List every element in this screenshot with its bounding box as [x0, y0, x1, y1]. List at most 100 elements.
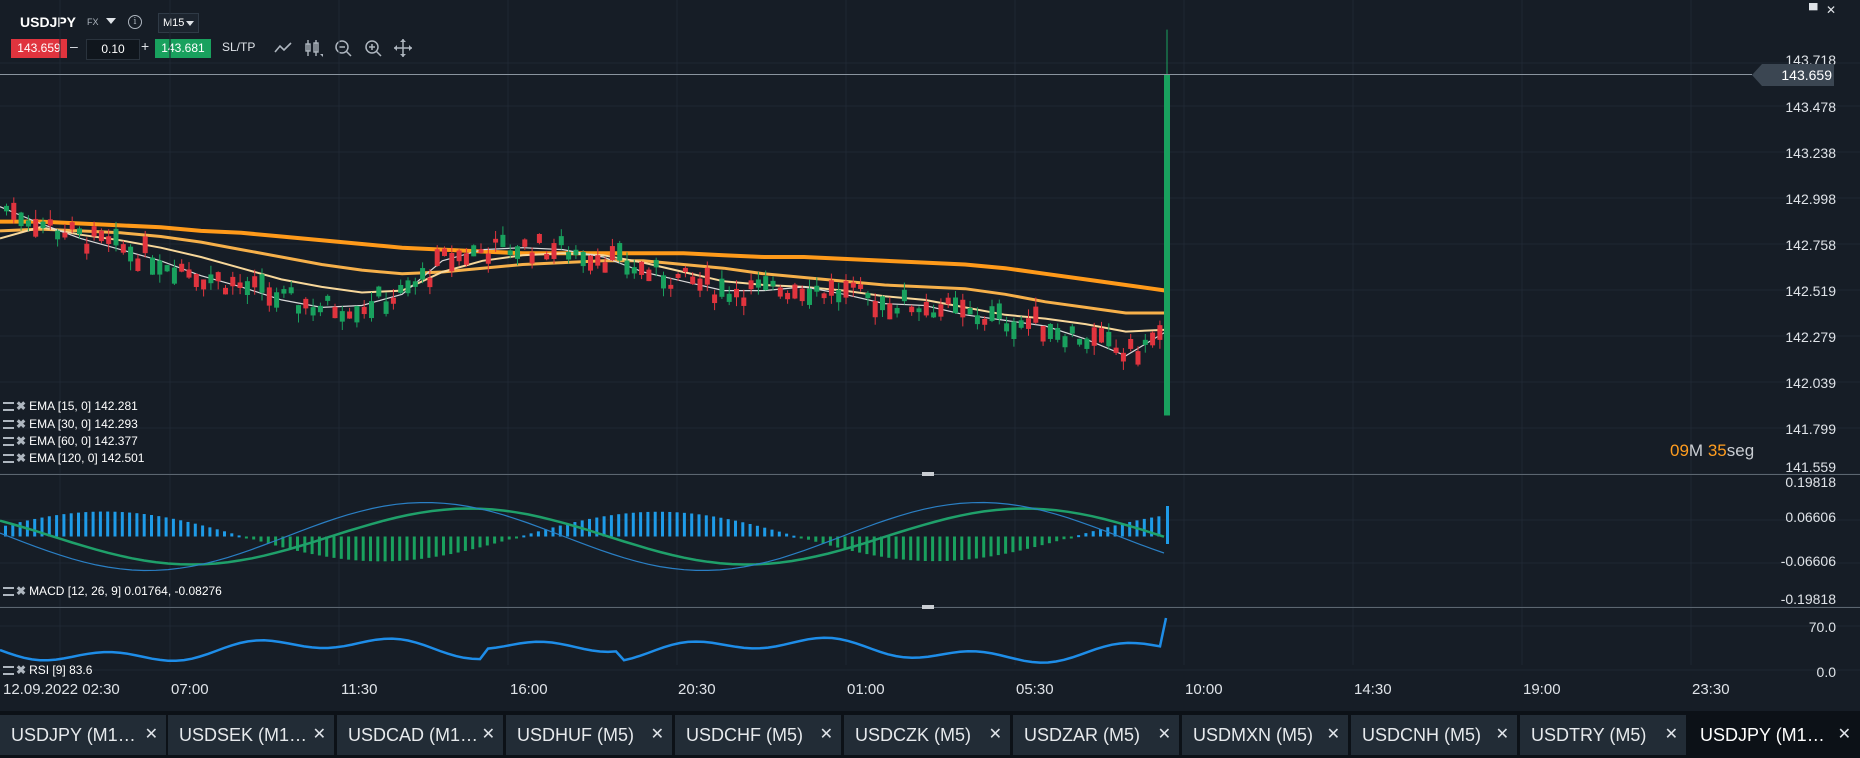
ema30-legend[interactable]: ✖ EMA [30, 0] 142.293 — [3, 417, 138, 431]
candle-body — [40, 221, 46, 229]
close-tab-icon[interactable]: ✕ — [1495, 726, 1509, 743]
tab-usdsek[interactable]: USDSEK (M1… ✕ — [168, 715, 335, 755]
candle-body — [960, 299, 966, 318]
tab-usdmxn[interactable]: USDMXN (M5) ✕ — [1182, 715, 1349, 755]
buy-button[interactable]: 143.681 — [155, 39, 211, 58]
macd-histogram-bar — [230, 533, 234, 537]
close-tab-icon[interactable]: ✕ — [312, 726, 326, 743]
close-tab-icon[interactable]: ✕ — [1664, 726, 1678, 743]
candle-body — [588, 255, 593, 271]
macd-histogram-bar — [609, 515, 613, 537]
lot-increase-button[interactable]: + — [141, 38, 150, 54]
macd-histogram-bar — [1084, 533, 1088, 537]
macd-histogram-bar — [427, 536, 431, 558]
macd-histogram-bar — [1120, 523, 1124, 537]
settings-icon[interactable] — [3, 402, 14, 412]
lot-size-input[interactable]: 0.10 — [86, 39, 140, 60]
macd-histogram-bar — [916, 536, 920, 561]
symbol-dropdown-icon[interactable] — [106, 18, 116, 24]
settings-icon[interactable] — [3, 454, 14, 464]
ema15-legend[interactable]: ✖ EMA [15, 0] 142.281 — [3, 399, 138, 413]
zoom-out-icon[interactable] — [332, 37, 354, 59]
settings-icon[interactable] — [3, 587, 14, 597]
macd-histogram-bar — [259, 536, 263, 542]
remove-icon[interactable]: ✖ — [16, 451, 27, 465]
pane-resize-handle[interactable] — [922, 472, 934, 476]
settings-icon[interactable] — [3, 666, 14, 676]
ema120-legend[interactable]: ✖ EMA [120, 0] 142.501 — [3, 451, 144, 465]
remove-icon[interactable]: ✖ — [16, 417, 27, 431]
close-tab-icon[interactable]: ✕ — [650, 726, 664, 743]
info-icon[interactable]: i — [128, 15, 142, 29]
candle-body — [106, 236, 112, 245]
timeframe-select[interactable]: M15 — [158, 13, 200, 33]
timer-minutes: 09 — [1670, 441, 1689, 460]
close-tab-icon[interactable]: ✕ — [144, 726, 158, 743]
macd-histogram-bar — [741, 522, 745, 537]
rsi-legend[interactable]: ✖ RSI [9] 83.6 — [3, 663, 92, 677]
macd-histogram-bar — [310, 536, 314, 555]
settings-icon[interactable] — [3, 437, 14, 447]
candle-body — [1084, 338, 1090, 349]
time-axis-label: 01:00 — [847, 681, 885, 698]
crosshair-icon[interactable] — [392, 37, 414, 59]
candles — [4, 29, 1170, 416]
close-tab-icon[interactable]: ✕ — [1157, 726, 1171, 743]
remove-icon[interactable]: ✖ — [16, 663, 27, 677]
macd-histogram-bar — [171, 518, 175, 537]
tab-usdcnh[interactable]: USDCNH (M5) ✕ — [1351, 715, 1518, 755]
macd-legend[interactable]: ✖ MACD [12, 26, 9] 0.01764, -0.08276 — [3, 584, 222, 598]
tab-usdjpy[interactable]: USDJPY (M1… ✕ — [0, 715, 167, 755]
tab-usdchf[interactable]: USDCHF (M5) ✕ — [675, 715, 842, 755]
close-tab-icon[interactable]: ✕ — [819, 726, 833, 743]
candle-body — [1040, 325, 1046, 342]
close-window-button[interactable]: ✕ — [1826, 3, 1837, 17]
symbol-title[interactable]: USDJPY — [20, 14, 77, 30]
candle-body — [500, 234, 506, 248]
maximize-button[interactable]: ▀ — [1809, 3, 1818, 17]
candle-body — [442, 248, 447, 257]
line-chart-icon[interactable] — [272, 37, 294, 59]
timer-seconds-unit: seg — [1726, 441, 1755, 460]
candle-body — [252, 276, 258, 288]
candle-body — [909, 306, 915, 313]
price-axis-label: 141.559 — [1785, 459, 1836, 475]
sell-button[interactable]: 143.659 — [11, 39, 67, 58]
candle-body — [1135, 351, 1141, 365]
macd-histogram-bar — [376, 536, 380, 562]
candlestick-icon[interactable] — [302, 37, 324, 59]
ema60-legend[interactable]: ✖ EMA [60, 0] 142.377 — [3, 434, 138, 448]
macd-histogram-bar — [1055, 536, 1059, 542]
settings-icon[interactable] — [3, 420, 14, 430]
macd-histogram-bar — [1142, 518, 1146, 537]
remove-icon[interactable]: ✖ — [16, 434, 27, 448]
tab-usdzar[interactable]: USDZAR (M5) ✕ — [1013, 715, 1180, 755]
close-tab-icon[interactable]: ✕ — [988, 726, 1002, 743]
sltp-button[interactable]: SL/TP — [222, 40, 256, 54]
tab-usdcad[interactable]: USDCAD (M1… ✕ — [337, 715, 504, 755]
tab-usdhuf[interactable]: USDHUF (M5) ✕ — [506, 715, 673, 755]
macd-histogram-bar — [164, 517, 168, 537]
candle-body — [1106, 331, 1112, 347]
tab-usdtry[interactable]: USDTRY (M5) ✕ — [1520, 715, 1687, 755]
zoom-in-icon[interactable] — [362, 37, 384, 59]
lot-decrease-button[interactable]: – — [70, 38, 78, 54]
close-tab-icon[interactable]: ✕ — [481, 726, 495, 743]
macd-histogram-bar — [405, 536, 409, 561]
close-tab-icon[interactable]: ✕ — [1837, 726, 1851, 743]
candle-body — [77, 228, 82, 235]
chart-canvas[interactable] — [0, 0, 1860, 711]
close-tab-icon[interactable]: ✕ — [1326, 726, 1340, 743]
candle-body — [953, 297, 958, 314]
candle-body — [617, 243, 623, 261]
remove-icon[interactable]: ✖ — [16, 399, 27, 413]
macd-histogram-bar — [704, 515, 708, 537]
candle-body — [369, 301, 374, 319]
tab-label: USDSEK (M1… — [179, 725, 308, 745]
remove-icon[interactable]: ✖ — [16, 584, 27, 598]
pane-resize-handle[interactable] — [922, 605, 934, 609]
tab-usdczk[interactable]: USDCZK (M5) ✕ — [844, 715, 1011, 755]
candle-body — [164, 265, 170, 272]
macd-histogram-bar — [288, 536, 292, 550]
tab-usdjpy-active[interactable]: USDJPY (M1… ✕ — [1689, 715, 1860, 755]
